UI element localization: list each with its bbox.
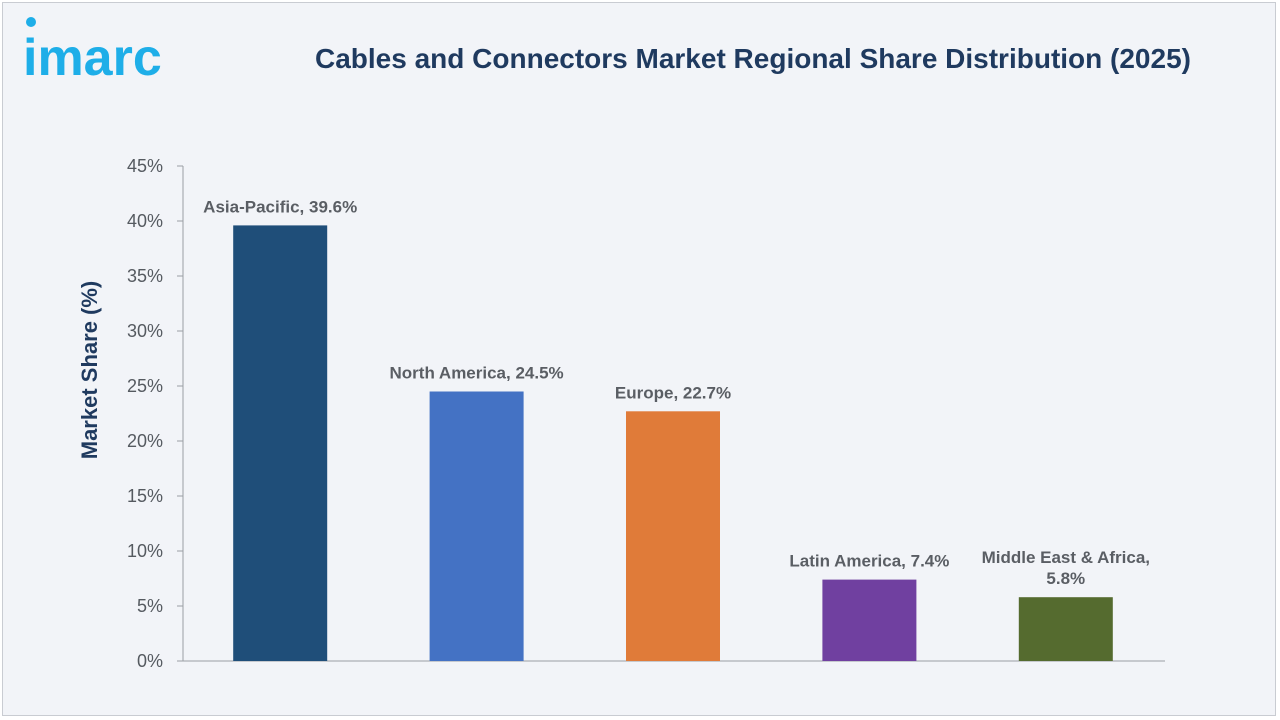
bar-europe bbox=[626, 411, 720, 661]
bar-middle-east-africa bbox=[1018, 597, 1113, 661]
data-label: Europe, 22.7% bbox=[615, 383, 731, 402]
y-tick-label: 25% bbox=[127, 376, 163, 396]
data-label: North America, 24.5% bbox=[390, 364, 564, 383]
chart-title: Cables and Connectors Market Regional Sh… bbox=[315, 43, 1191, 74]
data-label: 5.8% bbox=[1046, 569, 1085, 588]
y-tick-label: 30% bbox=[127, 321, 163, 341]
y-tick-label: 5% bbox=[137, 596, 163, 616]
data-label: Latin America, 7.4% bbox=[789, 552, 949, 571]
bar-latin-america bbox=[822, 579, 917, 661]
y-tick-label: 10% bbox=[127, 541, 163, 561]
svg-text:imarc: imarc bbox=[23, 29, 162, 87]
y-tick-label: 15% bbox=[127, 486, 163, 506]
bar-asia-pacific bbox=[233, 225, 328, 661]
bar-north-america bbox=[429, 391, 524, 661]
y-axis-label: Market Share (%) bbox=[77, 281, 102, 460]
y-tick-label: 35% bbox=[127, 266, 163, 286]
imarc-logo: imarc bbox=[23, 17, 162, 87]
y-tick-label: 0% bbox=[137, 651, 163, 671]
data-label: Asia-Pacific, 39.6% bbox=[203, 197, 357, 216]
y-tick-label: 40% bbox=[127, 211, 163, 231]
y-tick-label: 20% bbox=[127, 431, 163, 451]
data-label: Middle East & Africa, bbox=[982, 548, 1150, 567]
y-tick-label: 45% bbox=[127, 156, 163, 176]
